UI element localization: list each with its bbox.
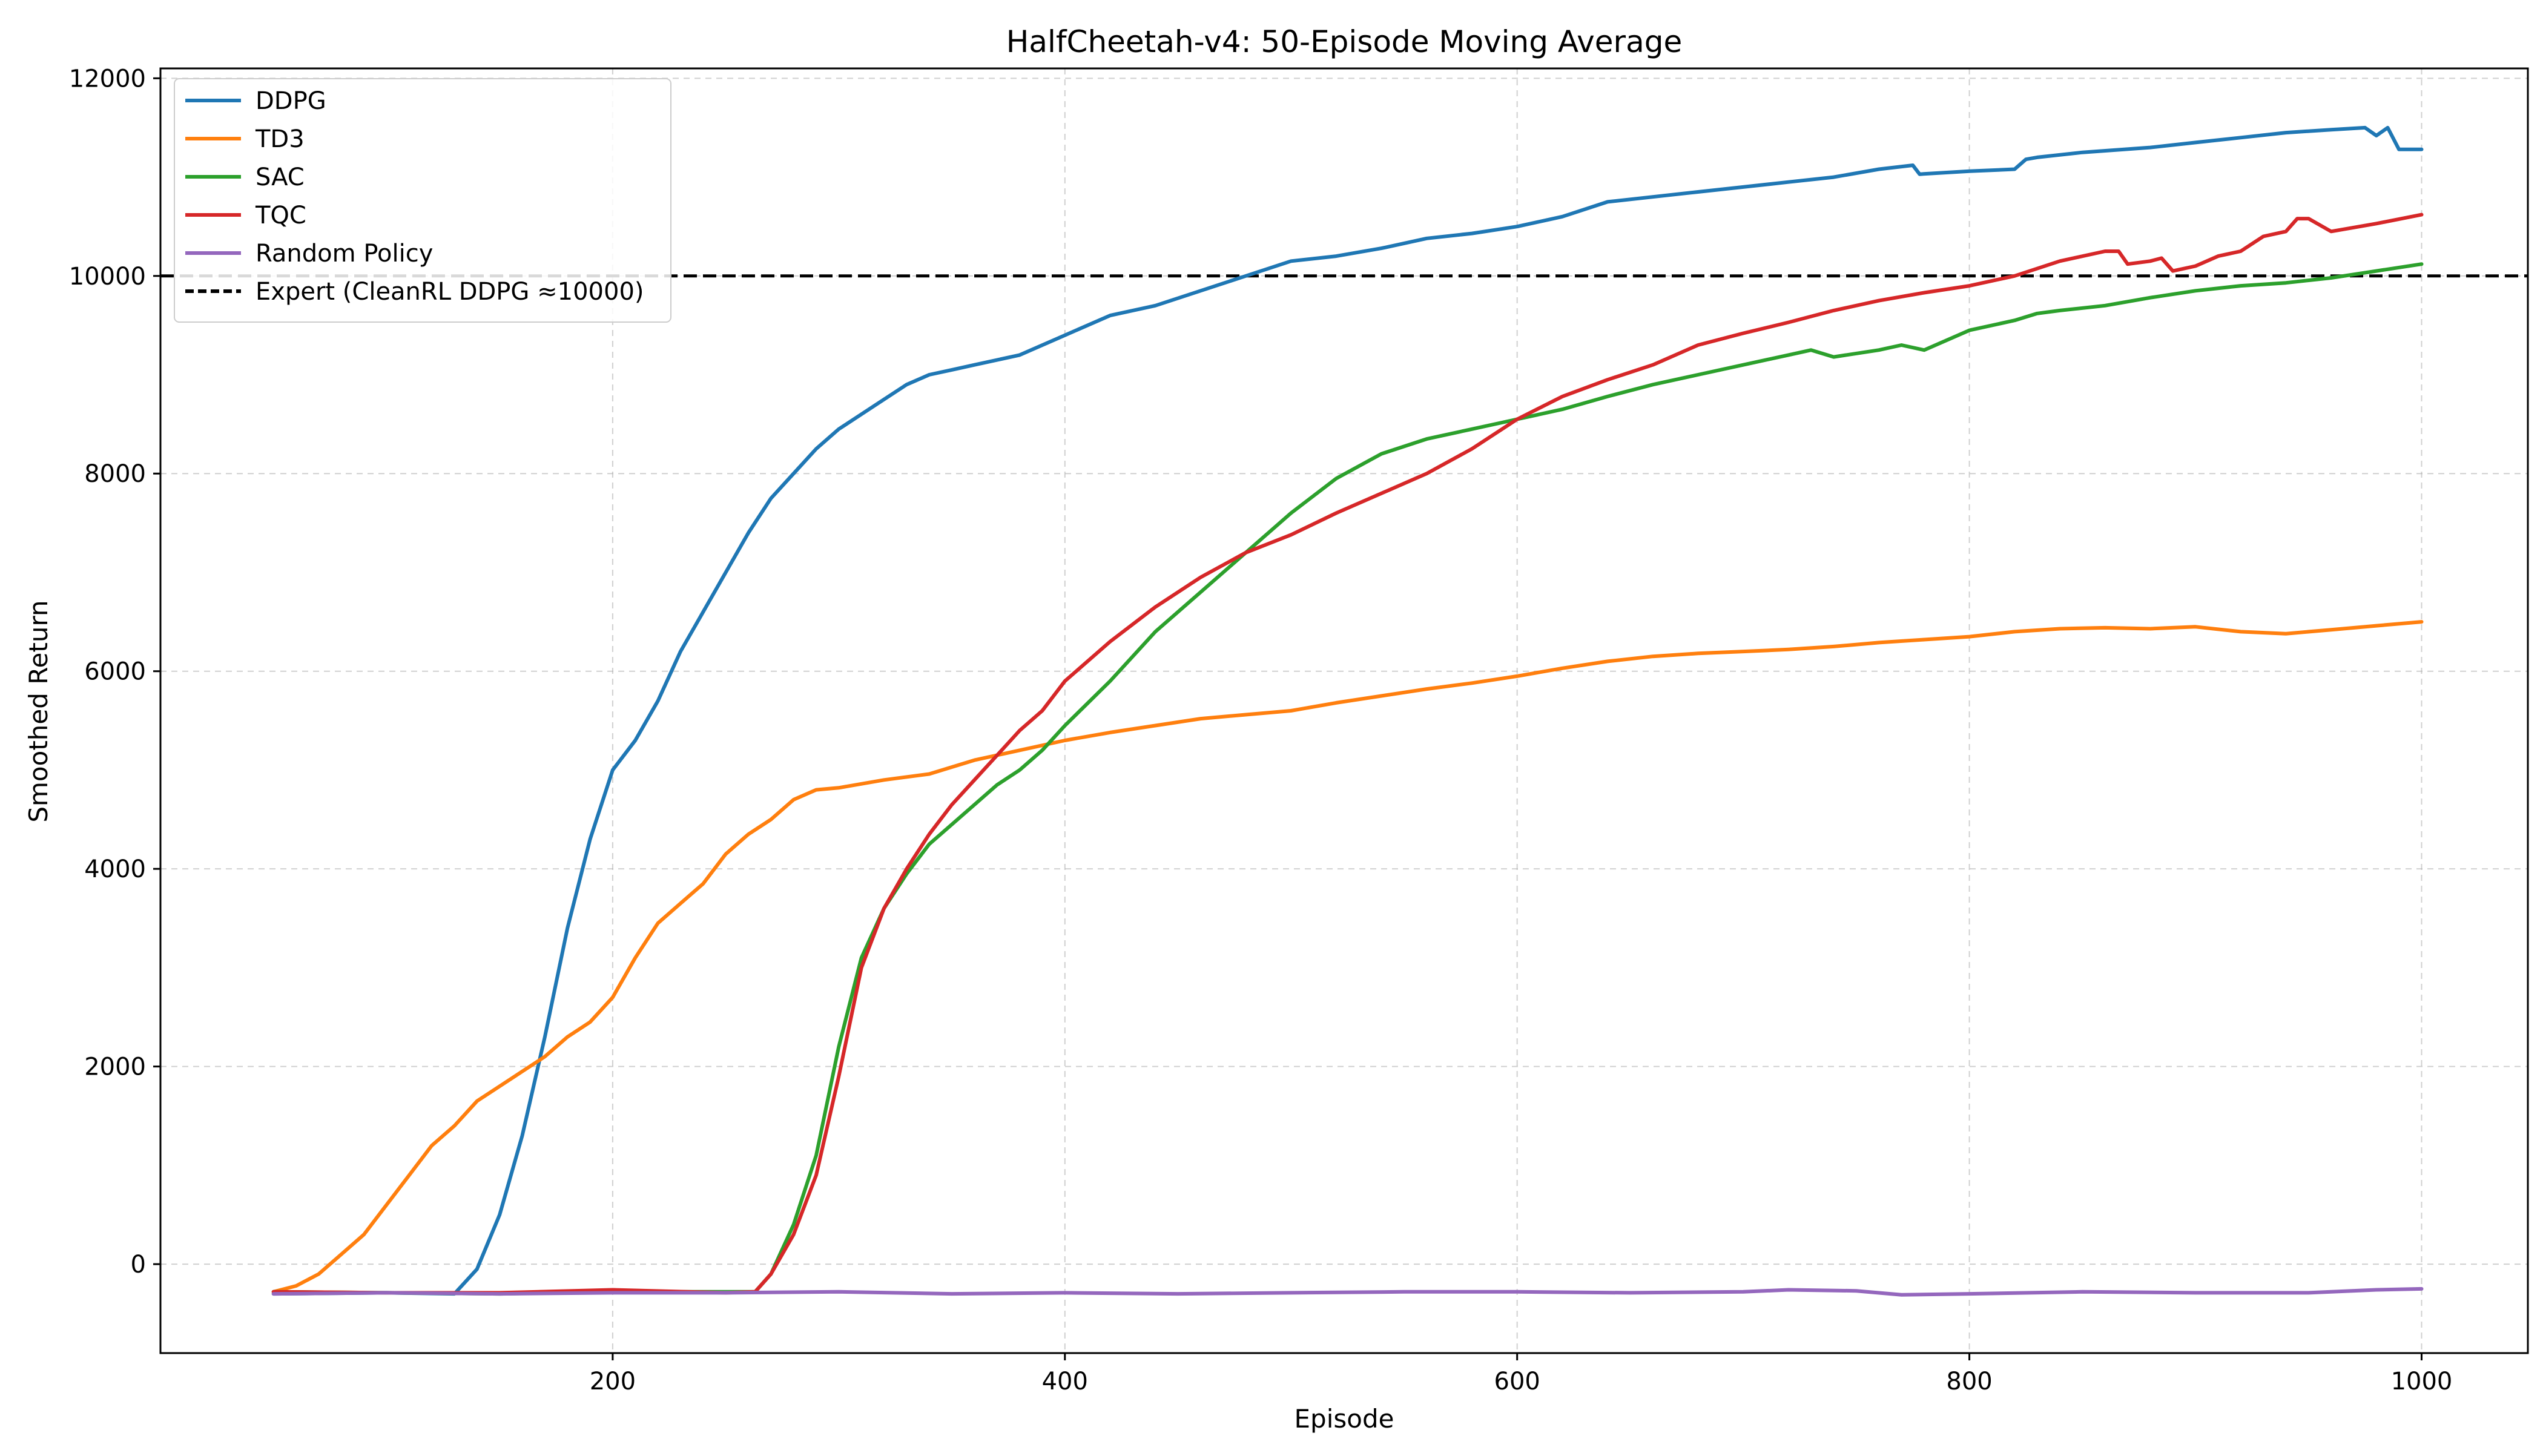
series-lines <box>271 125 2424 1297</box>
series-line-ddpg <box>271 125 2424 1296</box>
y-tick-label: 6000 <box>84 658 146 686</box>
legend-label-td3: TD3 <box>255 125 305 153</box>
y-tick-label: 10000 <box>69 263 146 291</box>
y-axis: 0 2000 4000 6000 8000 10000 12000 <box>69 65 160 1279</box>
legend-label-expert: Expert (CleanRL DDPG ≈10000) <box>256 278 644 306</box>
series-line-tqc <box>271 212 2424 1295</box>
x-tick-label: 400 <box>1042 1368 1088 1395</box>
x-axis: 200 400 600 800 1000 <box>590 1353 2453 1395</box>
series-line-td3 <box>271 620 2424 1294</box>
legend-label-sac: SAC <box>256 163 305 191</box>
y-tick-label: 8000 <box>84 460 146 488</box>
y-axis-title: Smoothed Return <box>24 600 53 822</box>
y-tick-label: 2000 <box>84 1053 146 1081</box>
legend-label-random-policy: Random Policy <box>256 240 433 268</box>
legend-label-tqc: TQC <box>255 202 306 229</box>
y-tick-label: 12000 <box>69 65 146 93</box>
y-tick-label: 0 <box>131 1251 146 1279</box>
x-tick-label: 800 <box>1946 1368 1992 1395</box>
x-tick-label: 200 <box>590 1368 636 1395</box>
chart-title: HalfCheetah-v4: 50-Episode Moving Averag… <box>1006 24 1682 59</box>
x-tick-label: 1000 <box>2391 1368 2453 1395</box>
series-line-random-policy <box>271 1286 2424 1297</box>
y-tick-label: 4000 <box>84 855 146 883</box>
x-axis-title: Episode <box>1295 1404 1394 1434</box>
series-line-sac <box>271 262 2424 1296</box>
x-tick-label: 600 <box>1494 1368 1540 1395</box>
plot-frame <box>159 67 2529 1354</box>
legend-box <box>174 78 671 323</box>
legend-label-ddpg: DDPG <box>256 87 326 115</box>
legend: DDPG TD3 SAC TQC Random Policy Expert (CleanR… <box>174 78 671 323</box>
